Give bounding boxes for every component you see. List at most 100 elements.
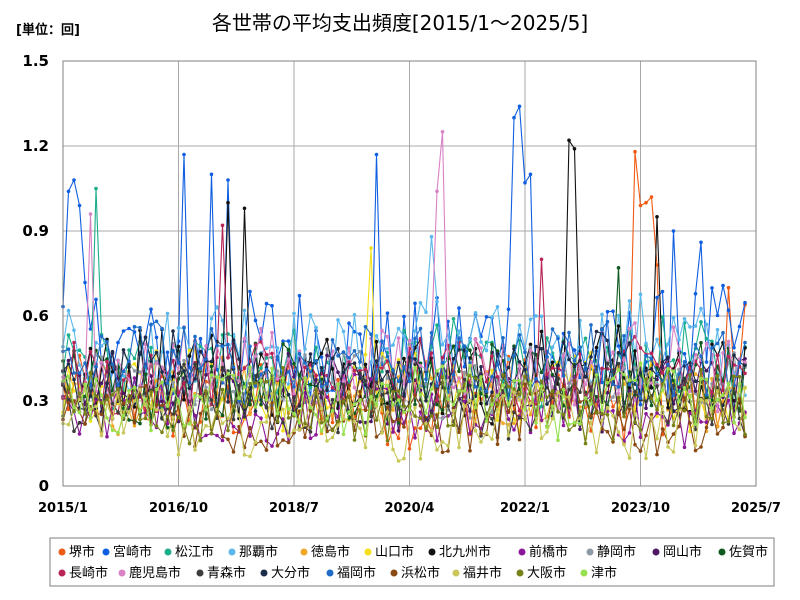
data-point (374, 435, 379, 439)
data-point (501, 359, 505, 363)
data-point (347, 390, 351, 394)
data-point (550, 404, 555, 409)
data-point (99, 355, 104, 360)
data-point (121, 413, 126, 418)
data-point (286, 392, 291, 397)
data-point (77, 348, 82, 353)
data-point (347, 410, 351, 414)
chart-title: 各世帯の平均支出頻度[2015/1～2025/5] (212, 11, 588, 35)
data-point (308, 430, 313, 434)
data-point (506, 385, 511, 389)
data-point (253, 409, 258, 414)
data-point (374, 334, 379, 338)
data-point (523, 350, 527, 355)
data-point (704, 414, 709, 419)
data-point (149, 307, 153, 312)
data-point (391, 403, 395, 407)
data-point (297, 378, 302, 383)
data-point (259, 439, 263, 444)
data-point (198, 349, 203, 354)
data-point (605, 429, 610, 434)
data-point (572, 402, 577, 407)
data-point (297, 373, 302, 377)
data-point (143, 397, 148, 401)
data-point (237, 413, 241, 418)
data-point (605, 338, 610, 343)
data-point (105, 381, 109, 385)
data-point (413, 366, 417, 370)
data-point (99, 393, 104, 397)
data-point (561, 374, 566, 378)
data-point (396, 358, 401, 362)
data-point (165, 404, 170, 408)
data-point (149, 322, 153, 327)
data-point (633, 362, 637, 367)
data-point (611, 376, 615, 381)
data-point (220, 365, 225, 370)
data-point (308, 396, 313, 400)
data-point (413, 402, 417, 407)
data-point (72, 405, 76, 410)
data-point (215, 433, 219, 438)
data-point (154, 424, 159, 428)
data-point (660, 427, 665, 431)
data-point (237, 396, 241, 401)
data-point (633, 442, 637, 447)
data-point (660, 315, 665, 319)
data-point (424, 411, 428, 415)
data-point (429, 234, 434, 239)
data-point (622, 358, 626, 362)
data-point (187, 380, 192, 385)
data-point (495, 305, 500, 309)
data-point (688, 361, 692, 365)
data-point (215, 343, 219, 348)
data-point (666, 421, 670, 425)
data-point (402, 314, 406, 319)
legend-label: 那覇市 (239, 544, 278, 560)
data-point (270, 366, 274, 371)
data-point (572, 420, 577, 425)
data-point (539, 404, 544, 409)
data-point (242, 206, 247, 211)
unit-label: [単位：回] (16, 22, 80, 38)
data-point (253, 381, 258, 385)
data-point (638, 427, 643, 432)
data-point (143, 416, 148, 421)
legend-label: 山口市 (375, 544, 414, 560)
data-point (319, 351, 324, 356)
data-point (314, 345, 318, 350)
data-point (132, 399, 137, 403)
data-point (72, 409, 76, 414)
data-point (413, 426, 417, 430)
data-point (259, 416, 263, 421)
data-point (710, 339, 714, 344)
data-point (671, 325, 676, 330)
data-point (413, 357, 417, 361)
data-point (693, 448, 698, 453)
data-point (110, 362, 115, 367)
data-point (154, 319, 159, 324)
data-point (440, 360, 445, 365)
data-point (649, 386, 654, 390)
data-point (83, 382, 87, 387)
data-point (677, 400, 681, 404)
series-lines (61, 104, 747, 463)
data-point (358, 349, 362, 354)
series-19 (61, 361, 747, 443)
data-point (275, 377, 280, 381)
data-point (204, 344, 208, 348)
data-point (567, 387, 571, 392)
data-point (644, 456, 648, 461)
data-point (330, 397, 335, 402)
data-point (231, 365, 236, 369)
data-point (743, 432, 747, 437)
data-point (616, 391, 621, 396)
data-point (655, 398, 659, 403)
data-point (220, 434, 225, 439)
data-point (666, 342, 670, 346)
data-point (209, 364, 214, 369)
data-point (561, 340, 566, 344)
data-point (688, 325, 692, 329)
data-point (611, 309, 615, 314)
legend-marker (586, 548, 594, 556)
